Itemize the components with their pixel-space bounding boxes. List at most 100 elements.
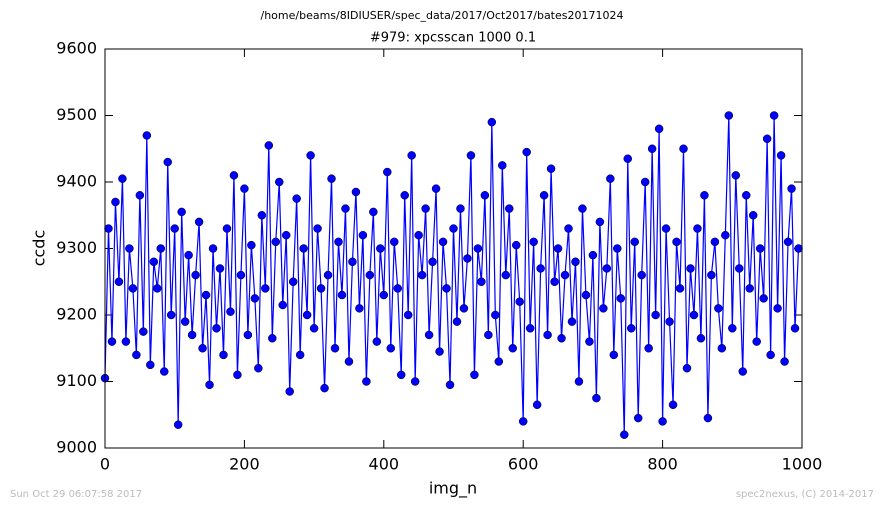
marker <box>139 327 148 336</box>
marker <box>184 250 193 260</box>
marker <box>285 387 294 396</box>
marker <box>153 284 162 293</box>
chart-title: #979: xpcsscan 1000 0.1 <box>370 31 536 46</box>
marker <box>752 337 761 346</box>
marker <box>661 224 671 233</box>
marker <box>257 211 267 220</box>
marker <box>616 294 626 303</box>
marker <box>316 284 326 293</box>
marker <box>163 157 172 167</box>
footer-left: Sun Oct 29 06:07:58 2017 <box>10 489 142 500</box>
marker <box>487 117 497 127</box>
marker <box>376 244 385 253</box>
marker <box>229 171 239 180</box>
x-tick-label: 600 <box>508 455 539 474</box>
marker <box>410 377 420 386</box>
x-tick-label: 1000 <box>782 455 823 474</box>
marker <box>438 237 448 247</box>
marker <box>170 224 179 233</box>
marker <box>226 307 235 316</box>
marker <box>424 330 434 340</box>
marker <box>536 264 545 273</box>
marker <box>445 380 455 390</box>
marker <box>132 350 141 360</box>
marker <box>159 367 169 376</box>
marker <box>348 257 357 267</box>
marker <box>675 284 685 293</box>
marker <box>620 430 629 439</box>
marker <box>288 277 298 286</box>
marker <box>271 237 281 247</box>
marker <box>787 184 796 193</box>
marker <box>735 264 744 273</box>
marker <box>219 350 228 360</box>
marker <box>201 290 211 300</box>
marker <box>466 151 476 160</box>
marker <box>518 417 528 426</box>
marker <box>679 144 688 153</box>
marker <box>393 284 402 293</box>
marker <box>222 224 232 233</box>
marker <box>630 237 639 247</box>
marker <box>292 194 301 203</box>
marker <box>755 244 765 253</box>
marker <box>212 324 221 333</box>
marker <box>372 337 382 346</box>
header: /home/beams/8IDIUSER/spec_data/2017/Oct2… <box>261 9 624 22</box>
marker <box>539 191 549 200</box>
marker <box>731 171 741 180</box>
marker <box>588 250 598 260</box>
marker <box>728 324 737 333</box>
marker <box>633 413 643 423</box>
marker <box>668 400 678 410</box>
marker <box>428 257 437 267</box>
marker <box>459 304 469 313</box>
marker <box>177 207 186 217</box>
marker <box>358 230 368 240</box>
marker <box>306 151 315 160</box>
marker <box>386 344 396 353</box>
marker <box>470 370 479 380</box>
marker <box>557 334 566 343</box>
marker <box>278 300 287 310</box>
marker <box>567 317 577 326</box>
marker <box>658 417 667 426</box>
marker <box>379 290 389 300</box>
marker <box>142 131 152 140</box>
marker <box>473 244 483 253</box>
marker <box>769 111 779 120</box>
marker <box>759 294 768 303</box>
marker <box>700 191 709 200</box>
marker <box>773 304 782 313</box>
marker <box>264 141 274 150</box>
marker <box>107 337 117 346</box>
marker <box>696 334 706 343</box>
marker <box>421 204 430 213</box>
marker <box>236 270 246 280</box>
marker <box>180 317 190 326</box>
marker <box>205 380 214 390</box>
marker <box>766 350 775 360</box>
marker <box>550 277 559 286</box>
marker <box>449 224 458 233</box>
marker <box>215 264 225 273</box>
marker <box>396 370 406 380</box>
marker <box>564 224 573 233</box>
marker <box>511 240 521 250</box>
marker <box>599 304 608 313</box>
marker <box>313 224 322 233</box>
marker <box>543 330 552 340</box>
marker <box>400 191 409 200</box>
marker <box>383 167 392 177</box>
marker <box>602 264 612 273</box>
marker <box>707 270 716 280</box>
marker <box>309 324 319 333</box>
marker <box>247 240 256 250</box>
marker <box>484 330 493 340</box>
marker <box>403 310 413 320</box>
marker <box>261 284 270 293</box>
marker <box>532 400 542 410</box>
marker <box>581 290 591 300</box>
marker <box>302 310 312 320</box>
marker <box>689 310 699 320</box>
